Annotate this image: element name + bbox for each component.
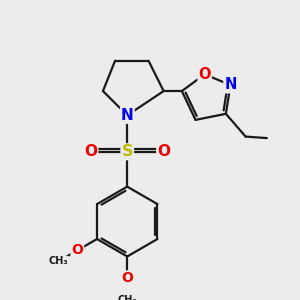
Text: CH₃: CH₃: [117, 295, 137, 300]
Text: O: O: [84, 144, 97, 159]
Text: O: O: [121, 271, 133, 285]
Text: O: O: [71, 243, 83, 257]
Text: CH₃: CH₃: [49, 256, 68, 266]
Text: O: O: [157, 144, 170, 159]
Text: N: N: [121, 108, 134, 123]
Text: S: S: [122, 144, 133, 159]
Text: O: O: [198, 67, 211, 82]
Text: N: N: [224, 77, 237, 92]
